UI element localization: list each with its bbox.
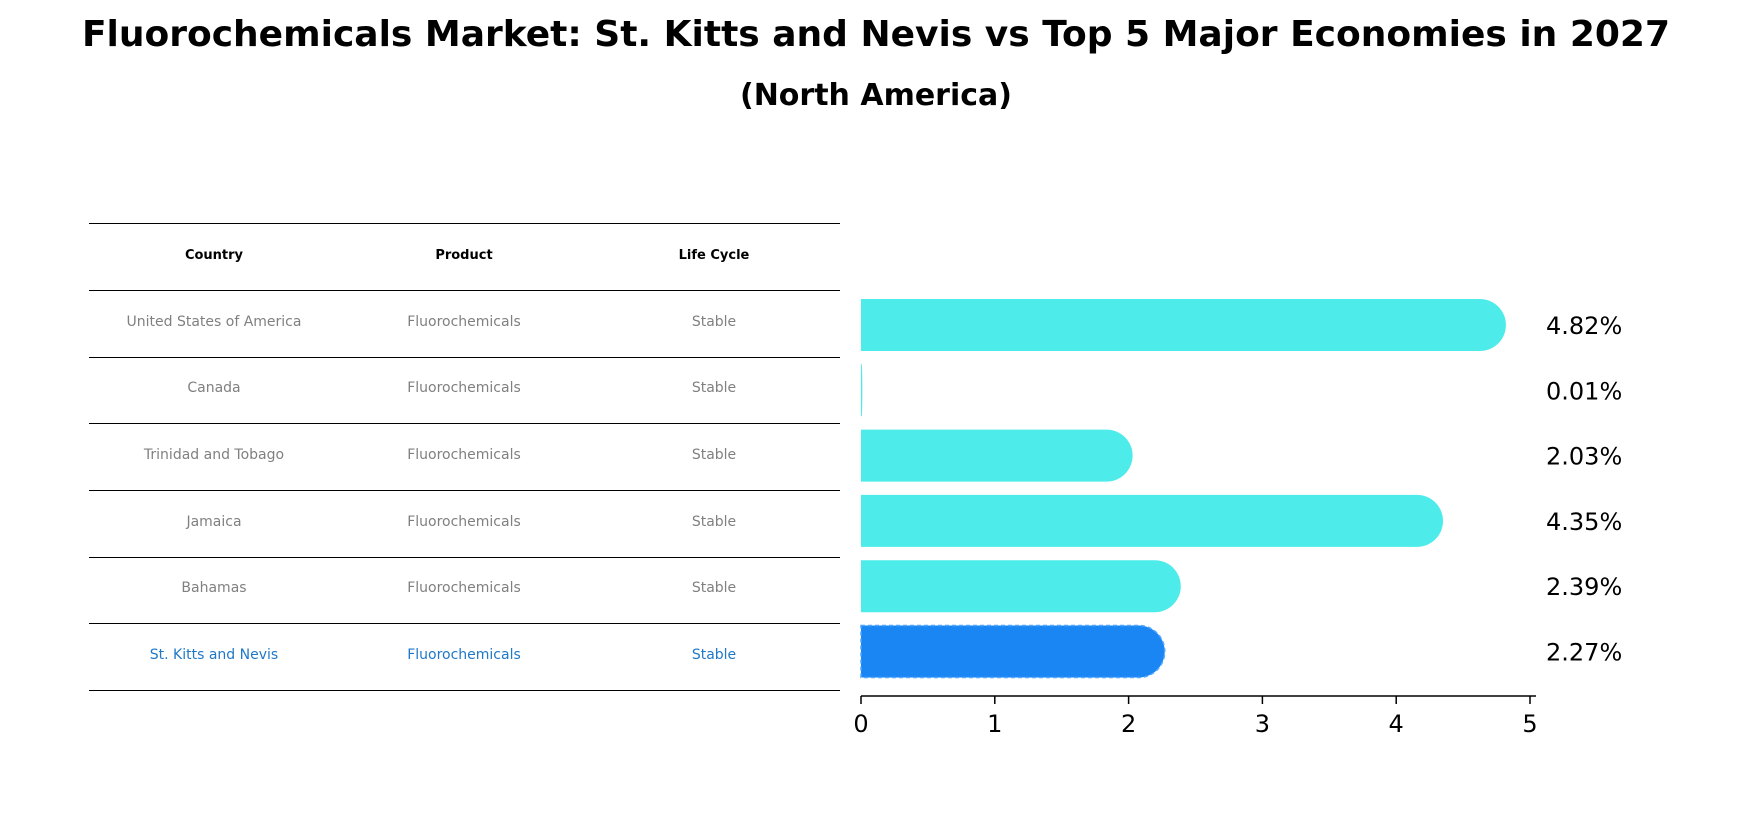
bar bbox=[861, 299, 1506, 351]
table-rule bbox=[89, 490, 840, 491]
table-header-country: Country bbox=[184, 248, 244, 263]
x-tick-label: 3 bbox=[1255, 710, 1270, 738]
table-cell-product: Fluorochemicals bbox=[407, 314, 521, 330]
bar bbox=[861, 364, 863, 417]
chart-title: Fluorochemicals Market: St. Kitts and Ne… bbox=[81, 14, 1671, 55]
table-cell-country: Canada bbox=[187, 380, 241, 396]
table-header-life-cycle: Life Cycle bbox=[678, 248, 750, 263]
table-cell-product: Fluorochemicals bbox=[407, 514, 521, 530]
x-tick-label: 1 bbox=[987, 710, 1002, 738]
value-label: 2.27% bbox=[1546, 639, 1622, 667]
chart-subtitle: (North America) bbox=[739, 78, 1012, 113]
table-cell-country-highlight: St. Kitts and Nevis bbox=[149, 647, 279, 663]
table-cell-product: Fluorochemicals bbox=[407, 380, 521, 396]
table-cell-life-cycle: Stable bbox=[691, 314, 737, 330]
table-cell-country: United States of America bbox=[126, 314, 302, 330]
table-rule bbox=[89, 623, 840, 624]
table-rule bbox=[89, 223, 840, 224]
table-cell-life-cycle: Stable bbox=[691, 514, 737, 530]
table-cell-life-cycle: Stable bbox=[691, 580, 737, 596]
table-rule bbox=[89, 423, 840, 424]
table-rule bbox=[89, 290, 840, 291]
x-tick-label: 2 bbox=[1121, 710, 1136, 738]
bar bbox=[861, 429, 1133, 482]
x-tick-label: 0 bbox=[853, 710, 868, 738]
value-label: 0.01% bbox=[1546, 377, 1622, 405]
table-cell-product-highlight: Fluorochemicals bbox=[407, 647, 521, 663]
table-cell-life-cycle: Stable bbox=[691, 380, 737, 396]
value-label: 2.39% bbox=[1546, 573, 1622, 601]
bar-highlight bbox=[860, 624, 1166, 679]
value-label: 2.03% bbox=[1546, 443, 1622, 471]
table-cell-product: Fluorochemicals bbox=[407, 580, 521, 596]
x-tick-label: 4 bbox=[1389, 710, 1404, 738]
bar bbox=[861, 560, 1181, 613]
table-cell-country: Trinidad and Tobago bbox=[143, 447, 285, 463]
x-tick-label: 5 bbox=[1522, 710, 1537, 738]
table-cell-country: Jamaica bbox=[186, 514, 242, 530]
table-cell-life-cycle-highlight: Stable bbox=[691, 647, 737, 663]
table-cell-country: Bahamas bbox=[181, 580, 247, 596]
table-cell-life-cycle: Stable bbox=[691, 447, 737, 463]
bar bbox=[861, 494, 1444, 547]
table-rule bbox=[89, 690, 840, 691]
table-rule bbox=[89, 557, 840, 558]
table-rule bbox=[89, 357, 840, 358]
table-header-product: Product bbox=[435, 248, 493, 263]
table-cell-product: Fluorochemicals bbox=[407, 447, 521, 463]
value-label: 4.82% bbox=[1546, 312, 1622, 340]
value-label: 4.35% bbox=[1546, 508, 1622, 536]
